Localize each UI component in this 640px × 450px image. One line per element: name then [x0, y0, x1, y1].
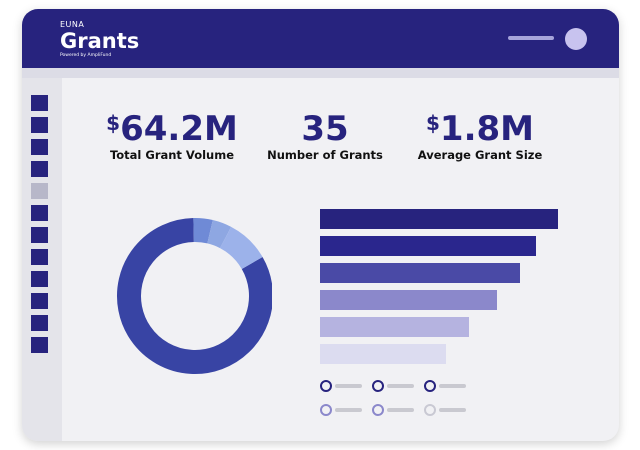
bar[interactable]	[320, 209, 558, 229]
sidebar-item-icon[interactable]	[31, 315, 48, 331]
kpi-value: $1.8M	[426, 109, 534, 149]
legend-label-placeholder	[439, 384, 466, 388]
legend-item[interactable]	[424, 380, 472, 392]
sidebar-item-icon[interactable]	[31, 117, 48, 133]
bar[interactable]	[320, 263, 520, 283]
brand-product: Grants	[60, 29, 140, 53]
sidebar-item-icon[interactable]	[31, 293, 48, 309]
donut-slice[interactable]	[193, 218, 213, 244]
donut-slice[interactable]	[117, 218, 272, 374]
legend-label-placeholder	[439, 408, 466, 412]
top-bar: EUNA Grants Powered by AmpliFund	[22, 9, 619, 68]
bar[interactable]	[320, 290, 497, 310]
donut-slice[interactable]	[219, 226, 263, 270]
legend-item[interactable]	[424, 404, 472, 416]
legend-marker	[372, 404, 384, 416]
legend-item[interactable]	[320, 404, 368, 416]
legend-marker	[372, 380, 384, 392]
legend-item[interactable]	[372, 404, 420, 416]
brand-tagline: Powered by AmpliFund	[60, 53, 112, 58]
bar[interactable]	[320, 236, 536, 256]
legend-marker	[320, 380, 332, 392]
sidebar-item-icon[interactable]	[31, 205, 48, 221]
kpi-total-grant-volume: $64.2M Total Grant Volume	[92, 110, 252, 162]
brand-company: EUNA	[60, 20, 85, 29]
sidebar-item-icon[interactable]	[31, 139, 48, 155]
sidebar-item-icon[interactable]	[31, 249, 48, 265]
kpi-value: 35	[301, 109, 349, 149]
legend-marker	[424, 404, 436, 416]
legend-marker	[320, 404, 332, 416]
brand-logo[interactable]: EUNA Grants Powered by AmpliFund	[60, 21, 139, 59]
donut-slice[interactable]	[206, 220, 232, 249]
kpi-label: Average Grant Size	[417, 148, 543, 162]
menu-bar-icon[interactable]	[508, 36, 554, 40]
legend-label-placeholder	[335, 384, 362, 388]
donut-chart	[117, 218, 272, 374]
kpi-average-grant-size: $1.8M Average Grant Size	[410, 110, 550, 162]
bar[interactable]	[320, 317, 469, 337]
kpi-number-of-grants: 35 Number of Grants	[260, 110, 390, 162]
dashboard-window: EUNA Grants Powered by AmpliFund $64.2M …	[22, 9, 619, 441]
sidebar-item-icon[interactable]	[31, 271, 48, 287]
sidebar-item-icon-active[interactable]	[31, 183, 48, 199]
header-divider	[22, 68, 619, 78]
legend-label-placeholder	[387, 384, 414, 388]
sidebar	[22, 78, 62, 441]
sidebar-item-icon[interactable]	[31, 161, 48, 177]
sidebar-item-icon[interactable]	[31, 95, 48, 111]
user-avatar[interactable]	[565, 28, 587, 50]
legend-marker	[424, 380, 436, 392]
sidebar-item-icon[interactable]	[31, 227, 48, 243]
legend-label-placeholder	[387, 408, 414, 412]
legend-item[interactable]	[320, 380, 368, 392]
kpi-value: $64.2M	[106, 109, 238, 149]
kpi-label: Total Grant Volume	[109, 148, 235, 162]
legend-label-placeholder	[335, 408, 362, 412]
bar[interactable]	[320, 344, 446, 364]
sidebar-item-icon[interactable]	[31, 337, 48, 353]
legend-item[interactable]	[372, 380, 420, 392]
kpi-label: Number of Grants	[267, 148, 383, 162]
